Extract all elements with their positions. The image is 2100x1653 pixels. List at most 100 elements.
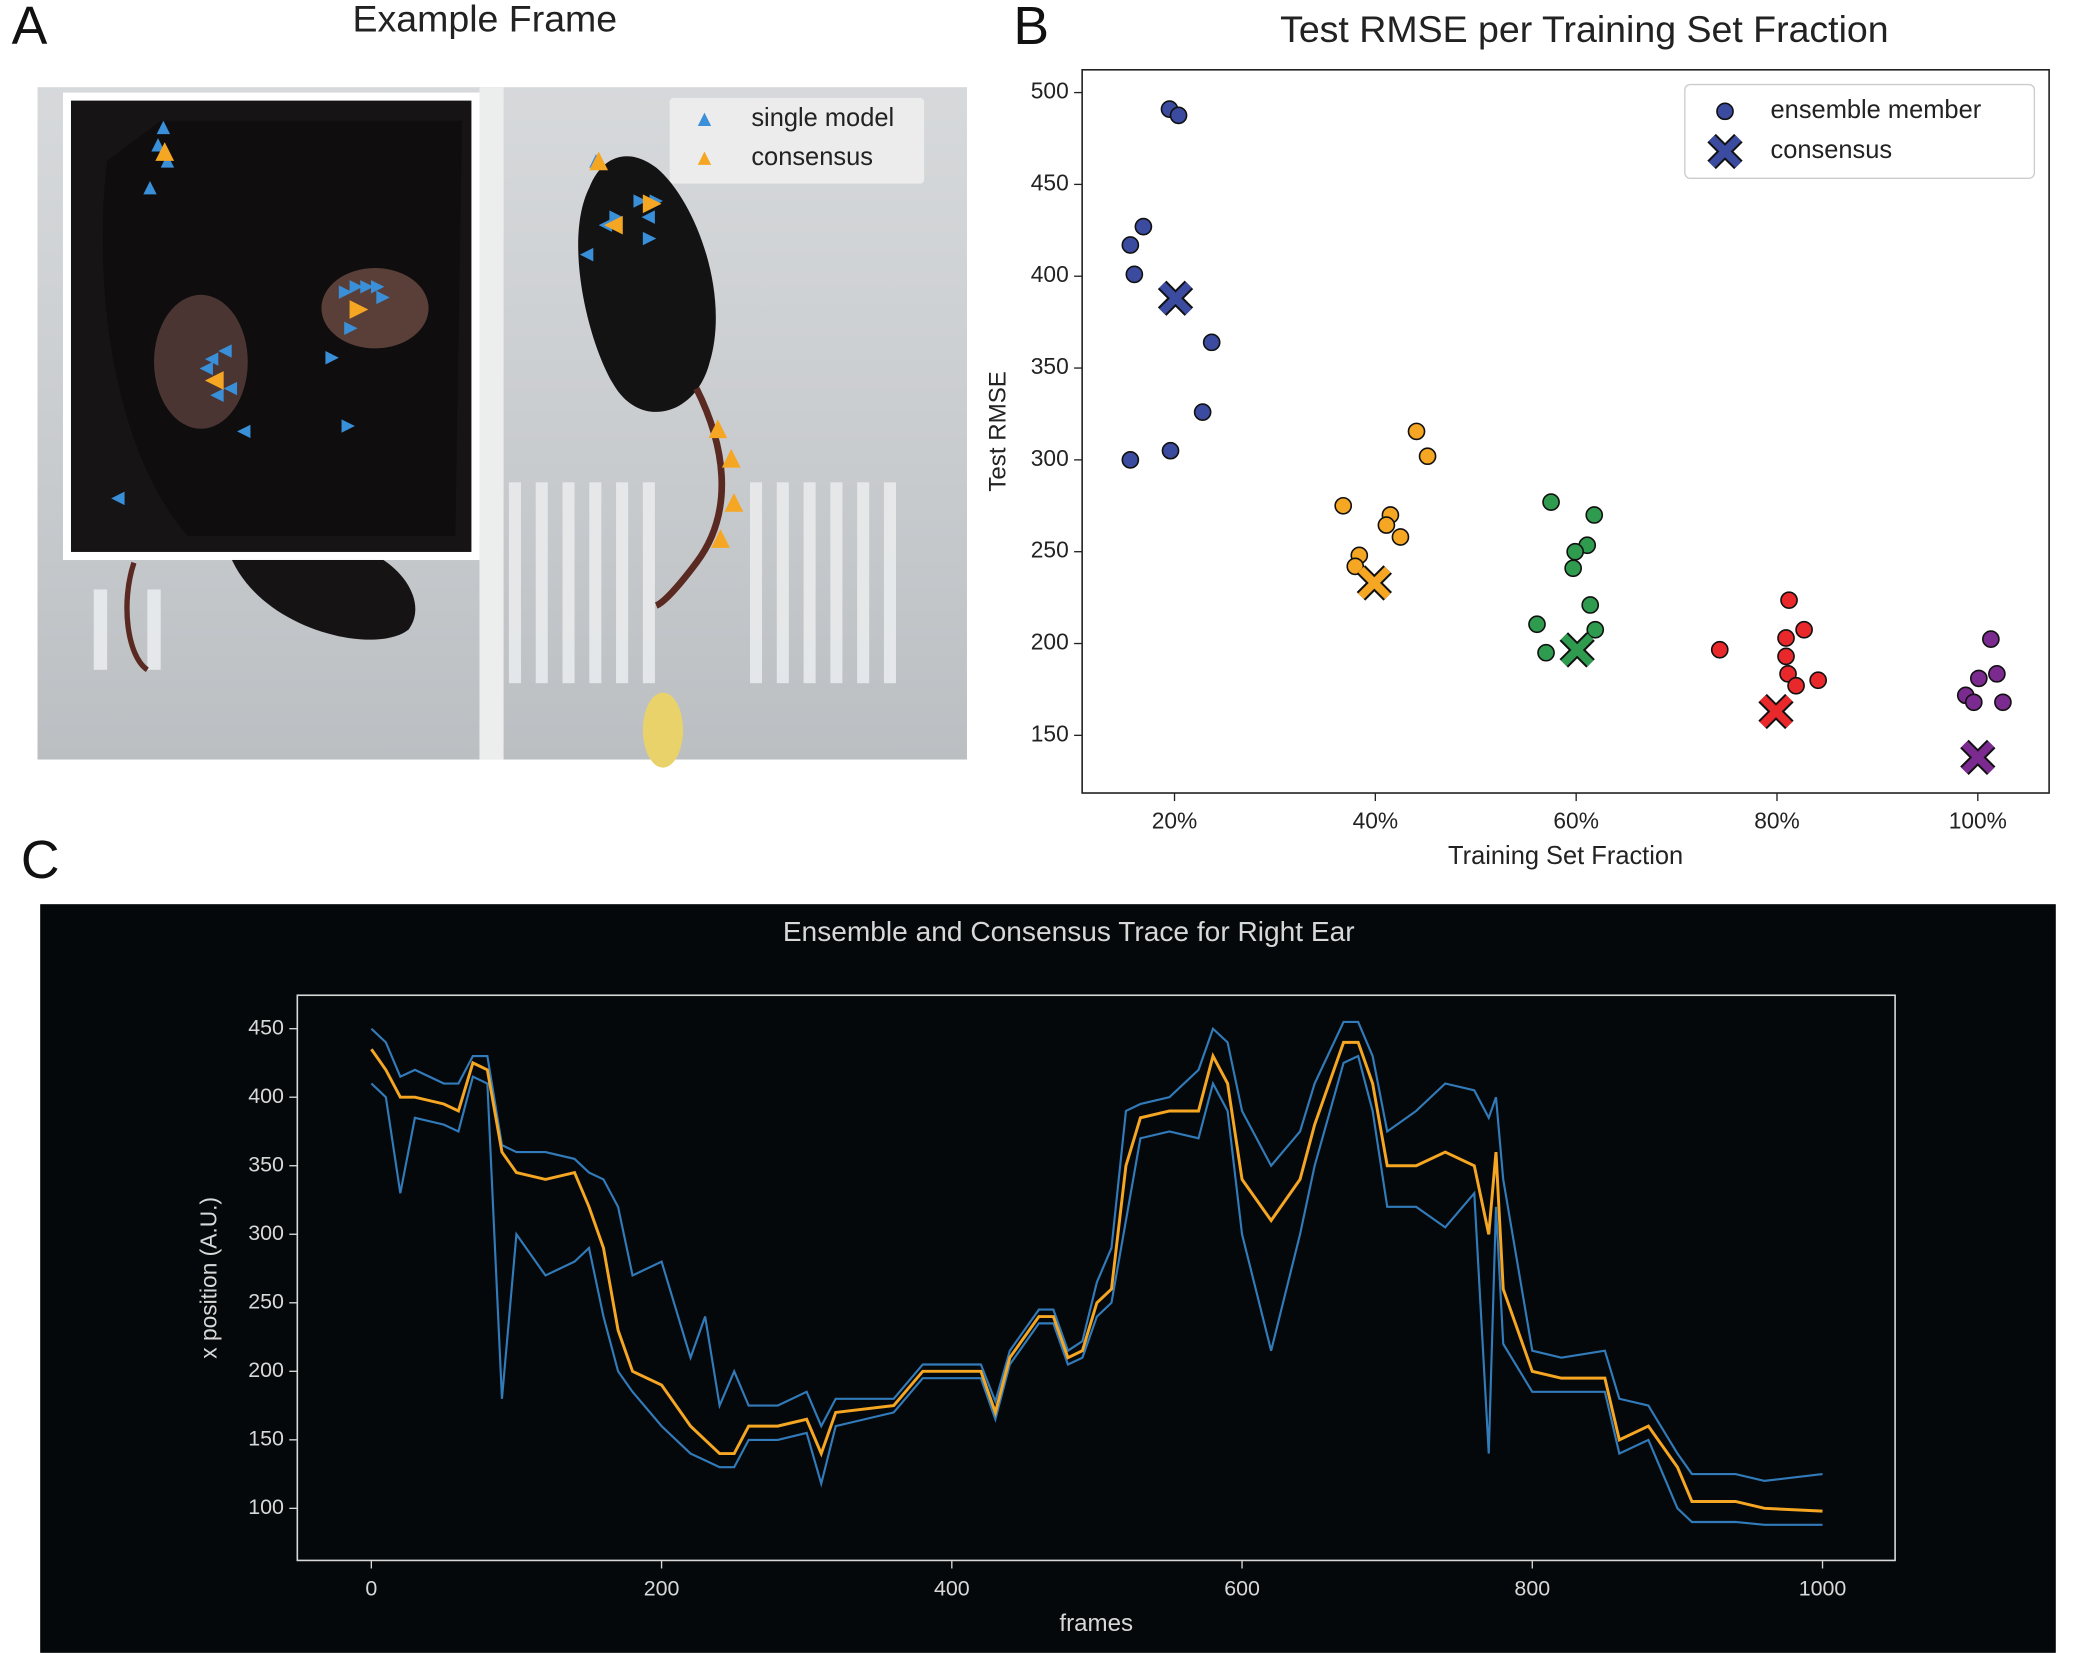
- y-tick-label: 450: [248, 1015, 284, 1039]
- keypoint-single-model: [223, 381, 238, 396]
- y-tick-label: 200: [1031, 629, 1069, 655]
- y-tick-label: 400: [1031, 261, 1069, 287]
- keypoint-single-model: [151, 138, 165, 152]
- member-point: [1585, 506, 1604, 524]
- panel-letter: C: [21, 831, 60, 890]
- chart-title: Example Frame: [352, 0, 617, 39]
- x-tick-label: 1000: [1799, 1577, 1847, 1601]
- plot-frame: [1081, 68, 2050, 794]
- member-point: [1418, 447, 1437, 466]
- member-point: [1964, 693, 1983, 712]
- keypoint-single-model: [237, 424, 251, 439]
- member-point: [1982, 630, 2000, 648]
- keypoint-single-model: [633, 194, 647, 208]
- panel-background: [40, 904, 2056, 1653]
- y-tick-label: 350: [248, 1152, 284, 1176]
- member-point: [1564, 559, 1582, 578]
- member-point: [1334, 496, 1353, 515]
- member-point: [1193, 403, 1212, 421]
- keypoint-consensus: [589, 151, 609, 171]
- y-axis-label: Test RMSE: [984, 371, 1011, 492]
- keypoint-consensus: [721, 448, 741, 468]
- y-tick-label: 300: [248, 1221, 284, 1245]
- keypoint-single-model: [325, 351, 339, 365]
- member-point: [1121, 236, 1140, 254]
- chart-title: Ensemble and Consensus Trace for Right E…: [783, 916, 1355, 947]
- legend-marker: [697, 112, 712, 127]
- member-point: [1169, 106, 1188, 125]
- keypoint-single-model: [641, 210, 655, 224]
- x-tick-label: 800: [1514, 1577, 1550, 1601]
- plot-frame: [296, 994, 1896, 1562]
- keypoint-single-model: [199, 361, 213, 376]
- member-point: [1391, 528, 1410, 546]
- x-tick-label: 100%: [1949, 807, 2007, 833]
- member-point: [1780, 591, 1798, 610]
- member-point: [1586, 620, 1605, 639]
- y-tick-label: 100: [248, 1495, 284, 1519]
- y-tick-label: 450: [1031, 169, 1069, 195]
- legend-marker: [1716, 102, 1734, 121]
- keypoint-single-model: [204, 352, 219, 366]
- consensus-point: [1356, 565, 1392, 601]
- legend-label: consensus: [1771, 136, 1893, 164]
- member-point: [1581, 596, 1600, 614]
- member-point: [1994, 693, 2012, 712]
- x-tick-label: 20%: [1152, 807, 1198, 833]
- x-tick-label: 200: [644, 1577, 680, 1601]
- keypoint-single-model: [349, 280, 363, 294]
- trace-line: [370, 1020, 1823, 1482]
- member-point: [1795, 620, 1813, 639]
- member-point: [1134, 217, 1153, 236]
- keypoint-single-model: [642, 231, 657, 246]
- keypoint-single-model: [210, 388, 224, 402]
- member-point: [1787, 676, 1805, 695]
- member-point: [1125, 265, 1144, 284]
- x-tick-label: 60%: [1553, 807, 1599, 833]
- keypoint-consensus: [604, 215, 623, 235]
- consensus-point-fill: [1358, 566, 1391, 600]
- member-point: [1377, 516, 1396, 534]
- member-point: [1121, 451, 1140, 469]
- legend-box: [1684, 83, 2036, 179]
- member-point: [1988, 664, 2006, 683]
- member-point: [1566, 542, 1585, 561]
- y-tick-label: 400: [248, 1084, 284, 1108]
- keypoint-single-model: [218, 344, 232, 358]
- consensus-point-fill: [1961, 741, 1995, 774]
- legend-label: ensemble member: [1771, 96, 1982, 124]
- y-tick-label: 300: [1031, 445, 1069, 471]
- keypoint-consensus: [204, 371, 224, 390]
- keypoint-consensus: [642, 194, 662, 214]
- y-tick-label: 500: [1031, 78, 1069, 104]
- keypoint-single-model: [156, 120, 171, 135]
- panel-letter: B: [1013, 0, 1049, 56]
- chart-title: Test RMSE per Training Set Fraction: [1280, 8, 1889, 50]
- y-tick-label: 150: [1031, 720, 1069, 746]
- y-tick-label: 250: [248, 1289, 284, 1313]
- member-point: [1777, 647, 1795, 666]
- keypoint-single-model: [341, 419, 355, 433]
- consensus-point-fill: [1759, 695, 1793, 728]
- keypoint-consensus: [155, 142, 175, 161]
- member-point: [1777, 629, 1795, 647]
- x-tick-label: 600: [1224, 1577, 1260, 1601]
- member-point: [1202, 333, 1221, 352]
- legend-label: consensus: [751, 143, 873, 171]
- member-point: [1537, 643, 1555, 662]
- member-point: [1710, 640, 1729, 659]
- panel-letter: A: [12, 0, 48, 56]
- member-point: [1528, 615, 1546, 634]
- keypoint-single-model: [344, 321, 358, 335]
- keypoint-single-model: [143, 180, 157, 195]
- member-point: [1161, 441, 1180, 460]
- consensus-point: [1157, 280, 1194, 316]
- consensus-point: [1960, 739, 1996, 776]
- y-tick-label: 150: [248, 1426, 284, 1450]
- x-tick-label: 0: [365, 1577, 377, 1601]
- trace-line: [370, 1040, 1823, 1513]
- legend-label: single model: [751, 104, 894, 132]
- x-axis-label: frames: [1059, 1610, 1133, 1637]
- keypoint-single-model: [376, 290, 390, 305]
